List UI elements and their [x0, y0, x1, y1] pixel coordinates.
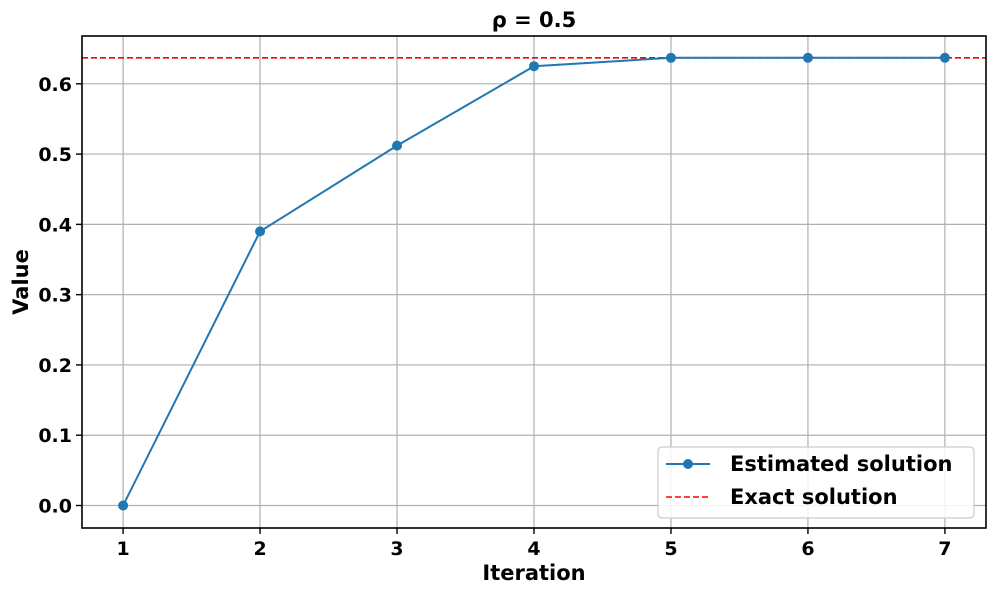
y-axis-label: Value	[9, 249, 33, 315]
legend-label: Estimated solution	[730, 452, 952, 476]
estimated-solution-point	[939, 52, 950, 63]
x-axis-label: Iteration	[482, 561, 585, 585]
x-axis-ticks: 1 2 3 4 5 6 7	[116, 528, 952, 560]
estimated-solution-point	[802, 52, 813, 63]
estimated-solution-point	[118, 500, 129, 511]
y-tick-label: 0.5	[38, 144, 72, 166]
y-tick-label: 0.4	[38, 214, 72, 236]
legend-label: Exact solution	[730, 485, 898, 509]
estimated-solution-point	[529, 61, 539, 72]
legend-box	[657, 446, 975, 519]
x-tick-label: 7	[938, 538, 951, 560]
x-tick-label: 1	[116, 538, 129, 560]
legend: Estimated solution Exact solution	[657, 446, 975, 519]
y-tick-label: 0.0	[38, 496, 72, 518]
estimated-solution-point	[392, 140, 403, 151]
chart-title: ρ = 0.5	[492, 8, 576, 32]
x-tick-label: 2	[253, 538, 266, 560]
y-axis-ticks: 0.0 0.1 0.2 0.3 0.4 0.5 0.6	[38, 74, 82, 518]
estimated-solution-point	[665, 52, 676, 63]
series-layer	[118, 52, 950, 511]
y-tick-label: 0.2	[38, 355, 72, 377]
legend-marker-estimated	[683, 459, 693, 469]
x-tick-label: 3	[390, 538, 403, 560]
x-tick-label: 4	[527, 538, 540, 560]
y-tick-label: 0.1	[38, 425, 72, 447]
x-tick-label: 6	[801, 538, 814, 560]
y-tick-label: 0.3	[38, 285, 72, 307]
y-tick-label: 0.6	[38, 74, 72, 96]
estimated-solution-point	[255, 226, 266, 237]
x-tick-label: 5	[664, 538, 677, 560]
legend-items: Estimated solution Exact solution	[666, 452, 952, 509]
grid	[82, 36, 986, 528]
